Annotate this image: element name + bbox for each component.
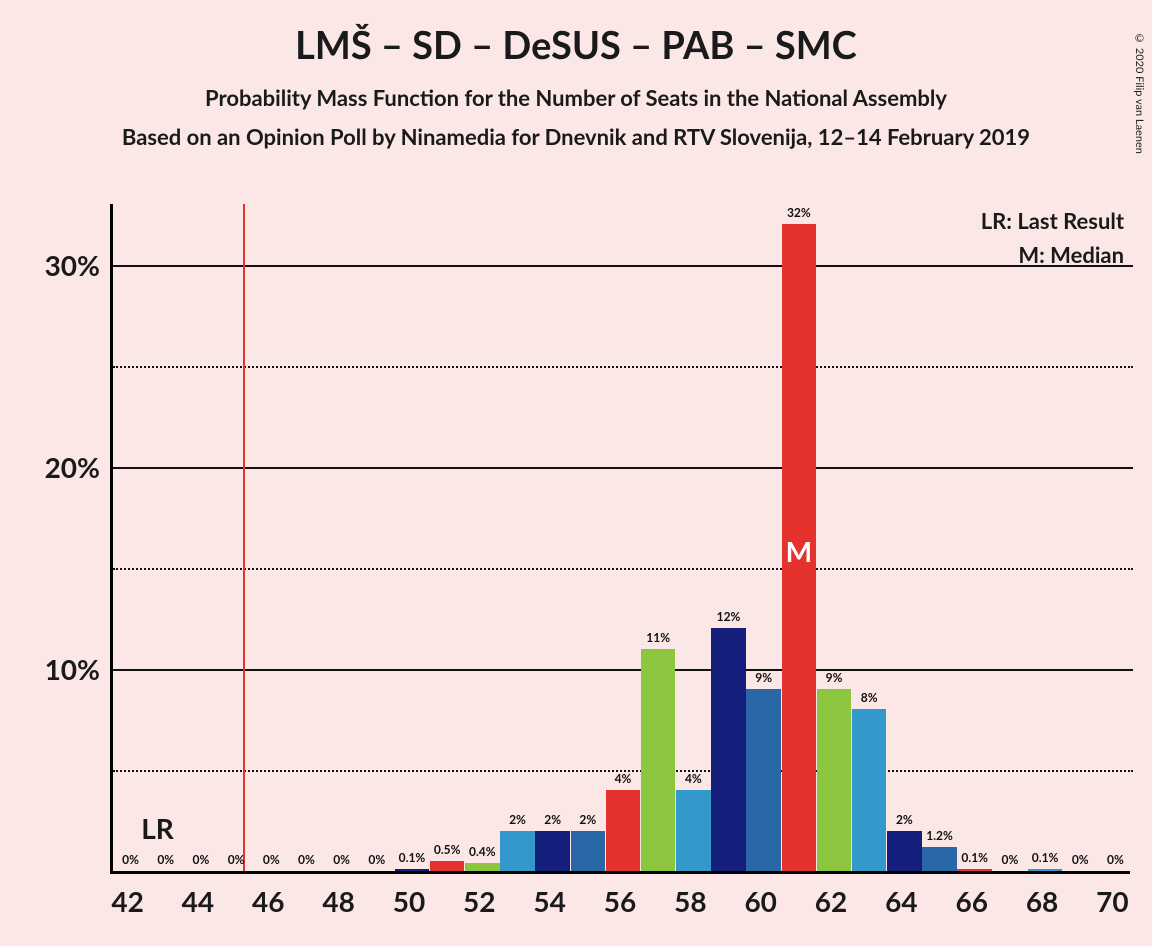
x-tick-label: 52 [463,884,495,918]
bar [535,831,569,871]
x-tick-label: 70 [1096,884,1128,918]
bar-value-label: 0% [122,852,139,867]
x-tick-label: 60 [744,884,776,918]
bar-value-label: 9% [755,670,772,685]
plot-area: LR0%0%0%0%0%0%0%0%0.1%0.5%0.4%2%2%2%4%11… [110,204,1130,874]
bar [395,869,429,871]
bar [746,689,780,871]
bar-value-label: 32% [787,205,811,220]
bar-value-label: 0% [1001,852,1018,867]
x-tick-label: 54 [533,884,565,918]
chart-area: LR0%0%0%0%0%0%0%0%0.1%0.5%0.4%2%2%2%4%11… [110,204,1130,874]
gridline-major [113,669,1133,671]
bar-value-label: 0.4% [469,844,496,859]
bar-value-label: 0.1% [1032,850,1059,865]
x-tick-label: 66 [955,884,987,918]
bar [465,863,499,871]
bar-value-label: 0% [333,852,350,867]
bar [852,709,886,871]
bar-value-label: 0.1% [961,850,988,865]
x-tick-label: 46 [252,884,284,918]
bar-value-label: 4% [615,771,632,786]
x-tick-label: 50 [393,884,425,918]
bar-value-label: 0% [193,852,210,867]
bar [711,628,745,871]
x-tick-label: 48 [322,884,354,918]
bar [500,831,534,871]
bar-value-label: 0.5% [434,842,461,857]
bar [606,790,640,871]
copyright-text: © 2020 Filip van Laenen [1133,32,1146,154]
y-tick-label: 20% [45,450,100,484]
bar [430,861,464,871]
bar-value-label: 11% [646,630,670,645]
bar-value-label: 12% [717,609,741,624]
gridline-minor [113,366,1133,368]
bar-value-label: 2% [579,812,596,827]
bar [922,847,956,871]
bar-value-label: 0% [368,852,385,867]
bar-value-label: 2% [544,812,561,827]
bar [957,869,991,871]
bar-value-label: 9% [826,670,843,685]
x-tick-label: 44 [182,884,214,918]
bar-value-label: 4% [685,771,702,786]
x-tick-label: 64 [885,884,917,918]
bar [1028,869,1062,871]
bar-value-label: 0% [263,852,280,867]
x-tick-label: 58 [674,884,706,918]
bar [676,790,710,871]
y-tick-label: 30% [45,248,100,282]
x-tick-label: 68 [1026,884,1058,918]
y-tick-label: 10% [45,652,100,686]
bar-value-label: 0.1% [399,850,426,865]
bar-value-label: 8% [861,690,878,705]
x-tick-label: 42 [111,884,143,918]
bar [887,831,921,871]
bar [817,689,851,871]
bar-value-label: 0% [298,852,315,867]
bar-value-label: 0% [1072,852,1089,867]
bar [571,831,605,871]
bar-value-label: 0% [228,852,245,867]
bar-value-label: 2% [896,812,913,827]
bar-value-label: 1.2% [926,828,953,843]
bar-value-label: 0% [1107,852,1124,867]
last-result-line [243,204,245,871]
x-tick-label: 62 [815,884,847,918]
last-result-label: LR [141,811,174,845]
chart-title: LMŠ – SD – DeSUS – PAB – SMC [0,22,1152,68]
chart-source: Based on an Opinion Poll by Ninamedia fo… [0,123,1152,150]
gridline-minor [113,568,1133,570]
x-tick-label: 56 [604,884,636,918]
gridline-major [113,467,1133,469]
bar-value-label: 0% [157,852,174,867]
gridline-major [113,265,1133,267]
chart-subtitle: Probability Mass Function for the Number… [0,84,1152,111]
bar [641,649,675,871]
median-label: M [786,534,812,568]
bar-value-label: 2% [509,812,526,827]
